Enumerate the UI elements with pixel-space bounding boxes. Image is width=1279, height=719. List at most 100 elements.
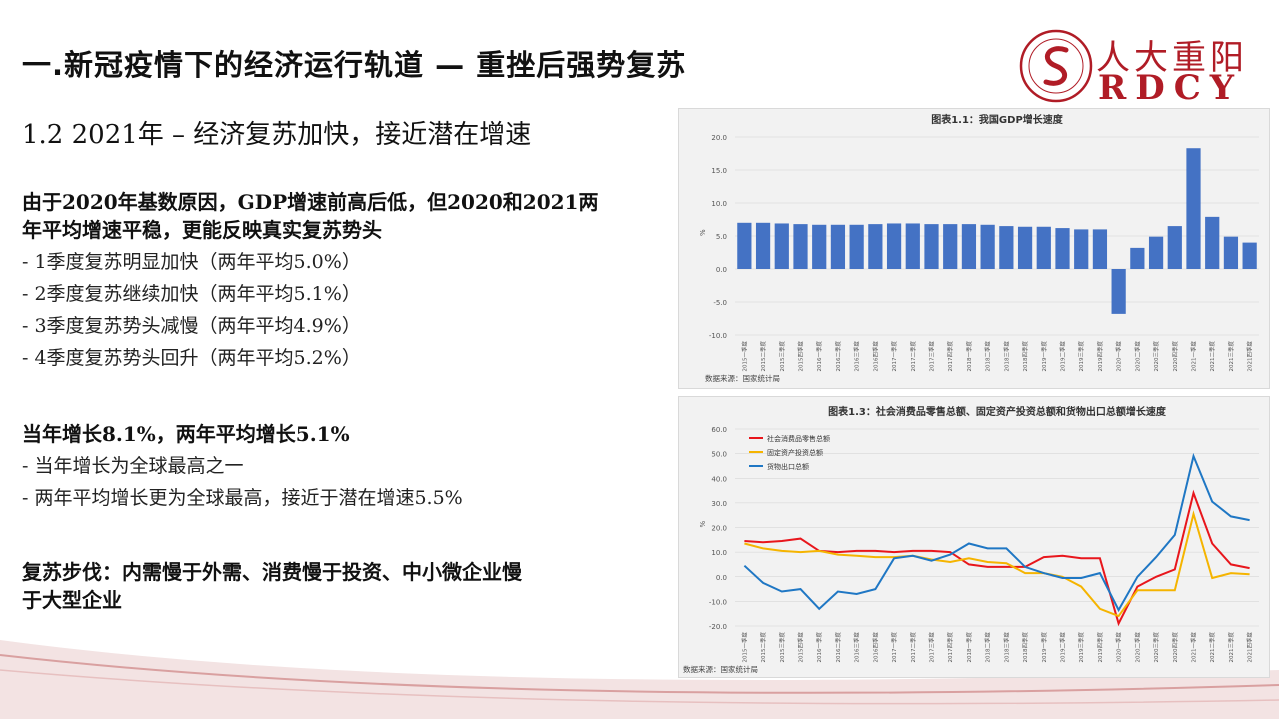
x-tick-label: 2017一季度 bbox=[890, 632, 898, 663]
quarter-bullet: - 4季度复苏势头回升（两年平均5.2%） bbox=[22, 347, 361, 369]
x-tick-label: 2017三季度 bbox=[928, 632, 936, 663]
x-tick-label: 2015一季度 bbox=[740, 632, 748, 663]
series-line bbox=[744, 510, 1250, 618]
gdp-bar bbox=[1242, 242, 1257, 269]
x-tick-label: 2021三季度 bbox=[1227, 341, 1235, 372]
trade-chart-panel: 图表1.3：社会消费品零售总额、固定资产投资总额和货物出口总额增长速度 60.0 5… bbox=[678, 396, 1270, 678]
gdp-bar bbox=[961, 224, 977, 269]
x-tick-label: 2020一季度 bbox=[1115, 341, 1123, 372]
x-tick-label: 2015三季度 bbox=[778, 632, 786, 663]
gdp-bar bbox=[1074, 229, 1089, 269]
growth-bullet: - 两年平均增长更为全球最高，接近于潜在增速5.5% bbox=[22, 487, 463, 509]
logo-chinese-text: 人大重阳 bbox=[1096, 38, 1248, 78]
gdp-bar bbox=[1148, 236, 1164, 269]
y-axis-label: % bbox=[699, 521, 707, 528]
quarter-bullet: - 3季度复苏势头减慢（两年平均4.9%） bbox=[22, 315, 361, 337]
x-tick-label: 2021四季度 bbox=[1246, 341, 1254, 372]
gdp-paragraph: 由于2020年基数原因，GDP增速前高后低，但2020和2021两 年平均增速平… bbox=[22, 188, 642, 374]
x-tick-label: 2021四季度 bbox=[1246, 632, 1254, 663]
x-tick-label: 2017二季度 bbox=[909, 341, 917, 372]
gdp-bar bbox=[1017, 226, 1033, 269]
y-axis-label: % bbox=[699, 229, 707, 236]
x-tick-label: 2016一季度 bbox=[815, 632, 823, 663]
x-tick-label: 2019四季度 bbox=[1096, 632, 1104, 663]
x-tick-label: 2015一季度 bbox=[740, 341, 748, 372]
y-tick-label: -10.0 bbox=[709, 598, 727, 606]
y-tick-label: -10.0 bbox=[709, 332, 727, 340]
x-tick-label: 2016三季度 bbox=[853, 632, 861, 663]
y-tick-label: 15.0 bbox=[711, 167, 727, 175]
y-tick-label: 20.0 bbox=[711, 134, 727, 142]
x-tick-label: 2020三季度 bbox=[1152, 341, 1160, 372]
gdp-bar bbox=[1036, 226, 1051, 269]
gdp-bar bbox=[924, 224, 939, 269]
x-tick-label: 2016一季度 bbox=[815, 341, 823, 372]
x-tick-label: 2018四季度 bbox=[1021, 341, 1029, 372]
x-tick-label: 2019二季度 bbox=[1059, 341, 1067, 372]
legend-label: 固定资产投资总额 bbox=[767, 448, 823, 457]
gdp-bar bbox=[1092, 229, 1108, 269]
x-tick-label: 2018二季度 bbox=[984, 341, 992, 372]
gdp-bar bbox=[774, 223, 789, 269]
y-tick-label: -5.0 bbox=[713, 299, 727, 307]
x-tick-label: 2015四季度 bbox=[797, 341, 805, 372]
x-tick-label: 2018三季度 bbox=[1002, 632, 1010, 663]
x-tick-label: 2016二季度 bbox=[834, 341, 842, 372]
decorative-wave bbox=[0, 640, 1279, 719]
x-tick-label: 2019三季度 bbox=[1077, 341, 1085, 372]
x-tick-label: 2019一季度 bbox=[1040, 632, 1048, 663]
y-tick-label: 30.0 bbox=[711, 500, 727, 508]
pace-lead-line2: 于大型企业 bbox=[22, 588, 122, 612]
source-note: 数据来源：国家统计局 bbox=[705, 373, 780, 383]
x-tick-label: 2018四季度 bbox=[1021, 632, 1029, 663]
y-tick-label: 10.0 bbox=[711, 200, 727, 208]
chart-title: 图表1.1：我国GDP增长速度 bbox=[931, 113, 1064, 126]
retail-investment-export-line-chart: 图表1.3：社会消费品零售总额、固定资产投资总额和货物出口总额增长速度 60.0 5… bbox=[683, 405, 1259, 674]
x-tick-label: 2018二季度 bbox=[984, 632, 992, 663]
x-tick-label: 2021三季度 bbox=[1227, 632, 1235, 663]
gdp-bar bbox=[830, 224, 846, 269]
x-tick-label: 2018一季度 bbox=[965, 341, 973, 372]
gdp-bar bbox=[943, 224, 958, 269]
gdp-bar bbox=[793, 224, 808, 269]
y-tick-label: 0.0 bbox=[716, 574, 727, 582]
x-tick-label: 2018三季度 bbox=[1002, 341, 1010, 372]
x-tick-label: 2020三季度 bbox=[1152, 632, 1160, 663]
x-tick-label: 2021二季度 bbox=[1208, 632, 1216, 663]
logo-english-text: RDCY bbox=[1098, 68, 1244, 108]
y-tick-label: 5.0 bbox=[716, 233, 727, 241]
x-tick-label: 2019四季度 bbox=[1096, 341, 1104, 372]
gdp-bar bbox=[905, 223, 920, 269]
gdp-bar bbox=[1186, 148, 1201, 269]
x-tick-label: 2021一季度 bbox=[1190, 632, 1198, 663]
x-tick-label: 2017四季度 bbox=[946, 632, 954, 663]
growth-bullet: - 当年增长为全球最高之一 bbox=[22, 455, 244, 477]
legend-label: 货物出口总额 bbox=[767, 462, 809, 471]
gdp-lead-line1: 由于2020年基数原因，GDP增速前高后低，但2020和2021两 bbox=[22, 190, 599, 214]
section-subtitle: 1.2 2021年 – 经济复苏加快，接近潜在增速 bbox=[22, 120, 532, 150]
series-line bbox=[744, 489, 1250, 627]
growth-lead: 当年增长8.1%，两年平均增长5.1% bbox=[22, 422, 350, 446]
x-tick-label: 2019二季度 bbox=[1059, 632, 1067, 663]
gdp-bar-chart: 图表1.1：我国GDP增长速度 20.0 15.0 10.0 5.0 0.0 -5.0 -10… bbox=[699, 113, 1259, 383]
chart-title: 图表1.3：社会消费品零售总额、固定资产投资总额和货物出口总额增长速度 bbox=[828, 405, 1167, 418]
x-tick-label: 2019三季度 bbox=[1077, 632, 1085, 663]
x-tick-label: 2017四季度 bbox=[946, 341, 954, 372]
x-tick-label: 2020四季度 bbox=[1171, 341, 1179, 372]
x-tick-label: 2015二季度 bbox=[759, 632, 767, 663]
x-tick-label: 2016四季度 bbox=[871, 632, 879, 663]
legend-label: 社会消费品零售总额 bbox=[767, 434, 830, 443]
x-tick-label: 2020四季度 bbox=[1171, 632, 1179, 663]
gdp-chart-panel: 图表1.1：我国GDP增长速度 20.0 15.0 10.0 5.0 0.0 -5.0 -10… bbox=[678, 108, 1270, 389]
x-tick-label: 2021二季度 bbox=[1208, 341, 1216, 372]
y-tick-label: 50.0 bbox=[711, 451, 727, 459]
gdp-bar bbox=[1205, 216, 1220, 269]
gdp-bar bbox=[812, 224, 827, 269]
y-tick-label: -20.0 bbox=[709, 623, 727, 631]
gdp-lead-line2: 年平均增速平稳，更能反映真实复苏势头 bbox=[22, 218, 382, 242]
x-tick-label: 2017二季度 bbox=[909, 632, 917, 663]
x-tick-label: 2017三季度 bbox=[928, 341, 936, 372]
rdcy-logo: 人大重阳 RDCY bbox=[1018, 26, 1268, 108]
y-tick-label: 0.0 bbox=[716, 266, 727, 274]
x-tick-label: 2015二季度 bbox=[759, 341, 767, 372]
